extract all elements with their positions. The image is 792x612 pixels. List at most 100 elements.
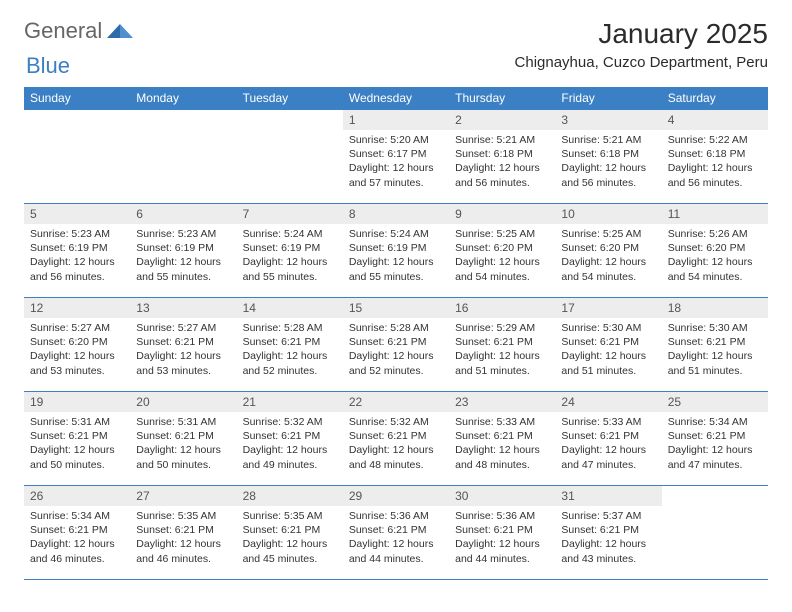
day-number [24, 110, 130, 130]
day-detail-line: Sunset: 6:21 PM [243, 523, 337, 537]
calendar-cell: 14Sunrise: 5:28 AMSunset: 6:21 PMDayligh… [237, 298, 343, 392]
day-number: 5 [24, 204, 130, 224]
day-number: 27 [130, 486, 236, 506]
calendar-cell: 8Sunrise: 5:24 AMSunset: 6:19 PMDaylight… [343, 204, 449, 298]
day-detail-line: Sunrise: 5:35 AM [136, 509, 230, 523]
calendar-cell: 17Sunrise: 5:30 AMSunset: 6:21 PMDayligh… [555, 298, 661, 392]
day-detail-line: Sunset: 6:21 PM [561, 523, 655, 537]
day-detail-line: Daylight: 12 hours and 52 minutes. [349, 349, 443, 377]
day-detail-line: Sunset: 6:19 PM [136, 241, 230, 255]
day-detail: Sunrise: 5:32 AMSunset: 6:21 PMDaylight:… [343, 412, 449, 478]
day-detail: Sunrise: 5:29 AMSunset: 6:21 PMDaylight:… [449, 318, 555, 384]
day-detail-line: Daylight: 12 hours and 53 minutes. [30, 349, 124, 377]
day-detail-line: Sunset: 6:19 PM [243, 241, 337, 255]
day-number: 16 [449, 298, 555, 318]
day-detail-line: Daylight: 12 hours and 46 minutes. [30, 537, 124, 565]
weekday-header: Sunday [24, 87, 130, 110]
day-number: 29 [343, 486, 449, 506]
weekday-header: Tuesday [237, 87, 343, 110]
day-detail-line: Daylight: 12 hours and 52 minutes. [243, 349, 337, 377]
day-detail: Sunrise: 5:36 AMSunset: 6:21 PMDaylight:… [343, 506, 449, 572]
day-detail-line: Sunrise: 5:21 AM [561, 133, 655, 147]
calendar-cell: 26Sunrise: 5:34 AMSunset: 6:21 PMDayligh… [24, 486, 130, 580]
weekday-header: Monday [130, 87, 236, 110]
day-detail-line: Daylight: 12 hours and 56 minutes. [668, 161, 762, 189]
day-detail: Sunrise: 5:22 AMSunset: 6:18 PMDaylight:… [662, 130, 768, 196]
day-detail-line: Sunrise: 5:26 AM [668, 227, 762, 241]
day-detail-line: Daylight: 12 hours and 49 minutes. [243, 443, 337, 471]
day-number: 4 [662, 110, 768, 130]
title-block: January 2025 Chignayhua, Cuzco Departmen… [515, 18, 768, 77]
day-detail-line: Sunset: 6:18 PM [455, 147, 549, 161]
day-detail: Sunrise: 5:27 AMSunset: 6:20 PMDaylight:… [24, 318, 130, 384]
day-number: 15 [343, 298, 449, 318]
day-detail-line: Daylight: 12 hours and 56 minutes. [30, 255, 124, 283]
day-detail: Sunrise: 5:34 AMSunset: 6:21 PMDaylight:… [24, 506, 130, 572]
day-number: 10 [555, 204, 661, 224]
day-detail-line: Sunrise: 5:28 AM [243, 321, 337, 335]
day-number: 30 [449, 486, 555, 506]
day-detail-line: Daylight: 12 hours and 55 minutes. [349, 255, 443, 283]
day-number: 3 [555, 110, 661, 130]
day-detail-line: Sunset: 6:18 PM [668, 147, 762, 161]
day-detail-line: Daylight: 12 hours and 47 minutes. [561, 443, 655, 471]
day-number: 26 [24, 486, 130, 506]
calendar-cell: 9Sunrise: 5:25 AMSunset: 6:20 PMDaylight… [449, 204, 555, 298]
day-detail: Sunrise: 5:27 AMSunset: 6:21 PMDaylight:… [130, 318, 236, 384]
day-detail-line: Sunset: 6:21 PM [561, 335, 655, 349]
day-number [237, 110, 343, 130]
day-number: 1 [343, 110, 449, 130]
day-detail [662, 506, 768, 515]
day-detail-line: Daylight: 12 hours and 43 minutes. [561, 537, 655, 565]
calendar-body: 1Sunrise: 5:20 AMSunset: 6:17 PMDaylight… [24, 110, 768, 580]
day-detail-line: Daylight: 12 hours and 50 minutes. [30, 443, 124, 471]
day-detail-line: Daylight: 12 hours and 46 minutes. [136, 537, 230, 565]
day-detail-line: Daylight: 12 hours and 48 minutes. [349, 443, 443, 471]
day-detail: Sunrise: 5:32 AMSunset: 6:21 PMDaylight:… [237, 412, 343, 478]
calendar-cell [237, 110, 343, 204]
day-detail-line: Sunrise: 5:28 AM [349, 321, 443, 335]
day-detail-line: Sunset: 6:21 PM [136, 429, 230, 443]
day-number: 18 [662, 298, 768, 318]
day-detail-line: Daylight: 12 hours and 51 minutes. [668, 349, 762, 377]
day-number: 28 [237, 486, 343, 506]
day-detail: Sunrise: 5:30 AMSunset: 6:21 PMDaylight:… [555, 318, 661, 384]
day-detail-line: Sunset: 6:21 PM [455, 523, 549, 537]
day-detail: Sunrise: 5:36 AMSunset: 6:21 PMDaylight:… [449, 506, 555, 572]
day-detail-line: Sunset: 6:20 PM [668, 241, 762, 255]
day-detail-line: Daylight: 12 hours and 47 minutes. [668, 443, 762, 471]
day-number: 19 [24, 392, 130, 412]
day-detail-line: Sunrise: 5:25 AM [455, 227, 549, 241]
day-detail-line: Sunrise: 5:23 AM [30, 227, 124, 241]
day-detail: Sunrise: 5:28 AMSunset: 6:21 PMDaylight:… [237, 318, 343, 384]
day-number: 14 [237, 298, 343, 318]
day-detail-line: Daylight: 12 hours and 44 minutes. [349, 537, 443, 565]
calendar-cell: 2Sunrise: 5:21 AMSunset: 6:18 PMDaylight… [449, 110, 555, 204]
logo-mark-icon [107, 18, 133, 44]
calendar-cell: 15Sunrise: 5:28 AMSunset: 6:21 PMDayligh… [343, 298, 449, 392]
day-detail-line: Sunset: 6:19 PM [30, 241, 124, 255]
calendar-cell: 3Sunrise: 5:21 AMSunset: 6:18 PMDaylight… [555, 110, 661, 204]
calendar-week-row: 5Sunrise: 5:23 AMSunset: 6:19 PMDaylight… [24, 204, 768, 298]
day-detail-line: Daylight: 12 hours and 56 minutes. [455, 161, 549, 189]
day-detail-line: Sunrise: 5:22 AM [668, 133, 762, 147]
logo: General [24, 18, 135, 44]
day-detail-line: Daylight: 12 hours and 50 minutes. [136, 443, 230, 471]
calendar-cell: 30Sunrise: 5:36 AMSunset: 6:21 PMDayligh… [449, 486, 555, 580]
day-detail-line: Sunrise: 5:20 AM [349, 133, 443, 147]
day-number: 13 [130, 298, 236, 318]
day-number: 12 [24, 298, 130, 318]
calendar-cell: 5 Sunrise: 5:23 AMSunset: 6:19 PMDaylight… [24, 204, 130, 298]
day-detail-line: Sunset: 6:21 PM [668, 429, 762, 443]
day-detail-line: Sunrise: 5:33 AM [455, 415, 549, 429]
calendar-cell: 4Sunrise: 5:22 AMSunset: 6:18 PMDaylight… [662, 110, 768, 204]
day-detail-line: Daylight: 12 hours and 48 minutes. [455, 443, 549, 471]
logo-text-general: General [24, 18, 102, 44]
day-detail-line: Sunrise: 5:27 AM [30, 321, 124, 335]
day-detail-line: Sunset: 6:21 PM [561, 429, 655, 443]
calendar-week-row: 19Sunrise: 5:31 AMSunset: 6:21 PMDayligh… [24, 392, 768, 486]
weekday-header: Thursday [449, 87, 555, 110]
day-detail: Sunrise: 5:24 AMSunset: 6:19 PMDaylight:… [237, 224, 343, 290]
day-detail: Sunrise: 5:33 AMSunset: 6:21 PMDaylight:… [555, 412, 661, 478]
day-detail: Sunrise: 5:37 AMSunset: 6:21 PMDaylight:… [555, 506, 661, 572]
